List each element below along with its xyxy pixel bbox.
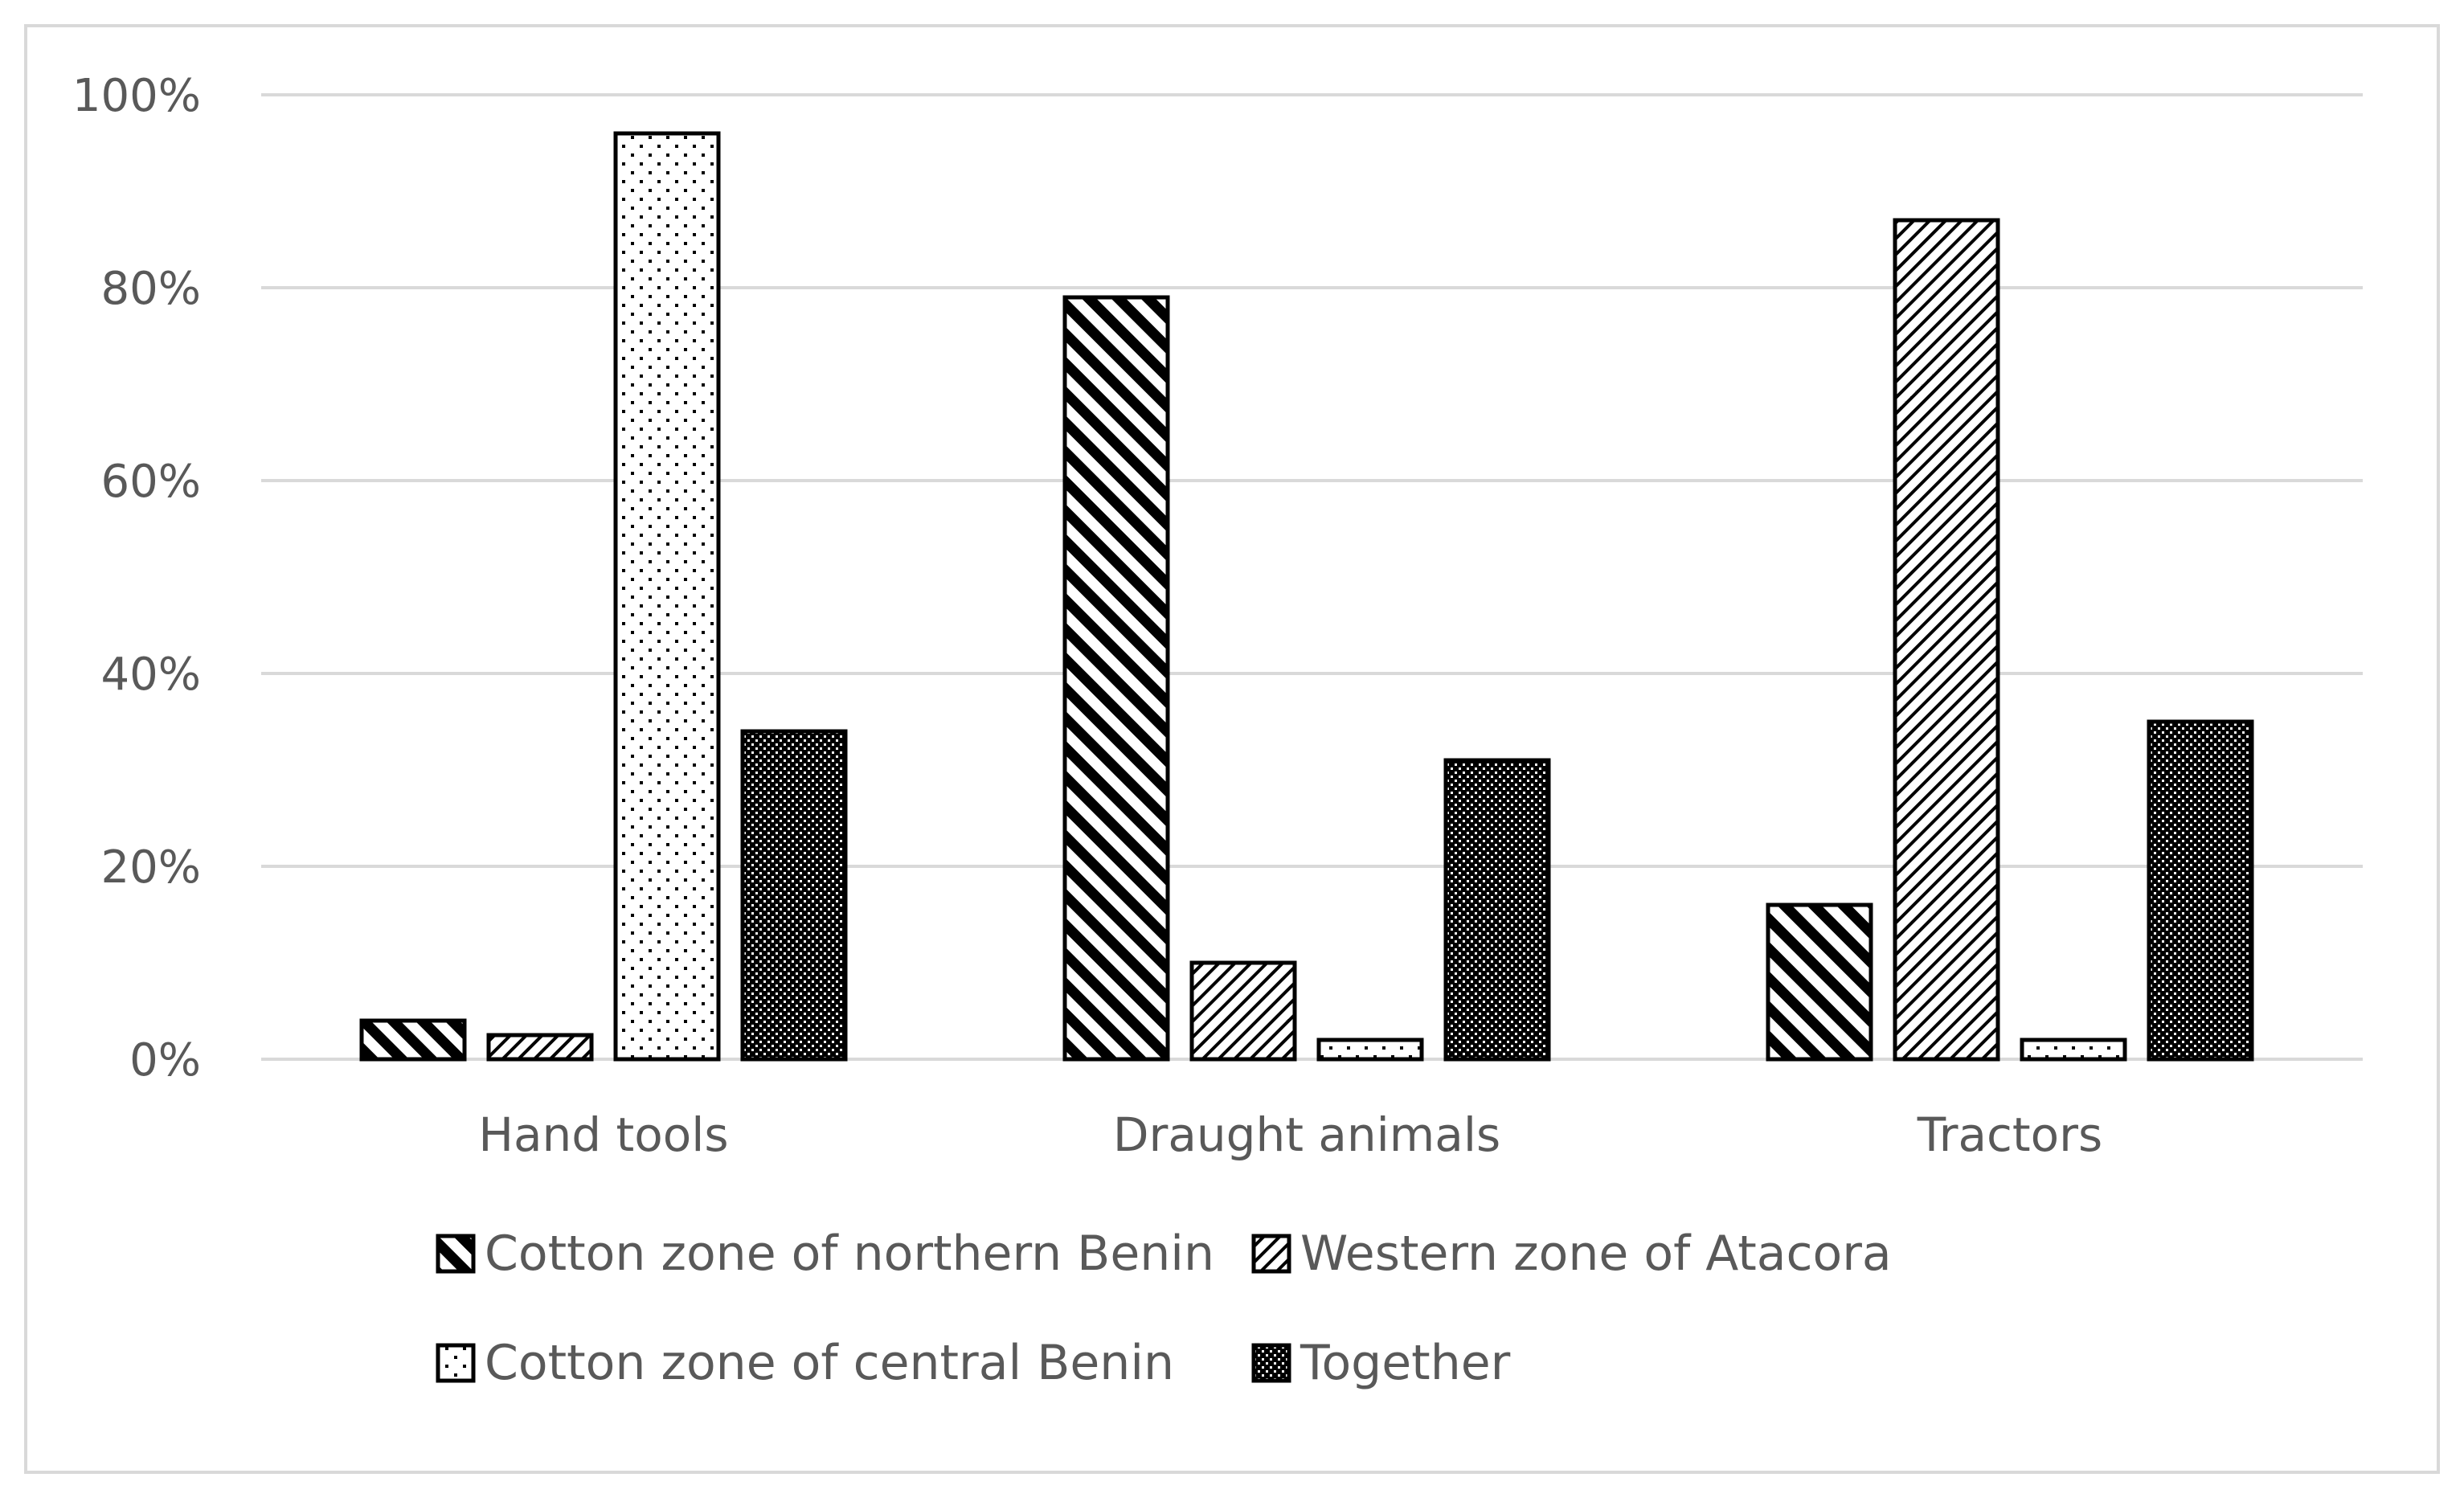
chart-frame: [24, 24, 2440, 1474]
legend-swatch: [436, 1343, 476, 1383]
legend-label: Cotton zone of northern Benin: [485, 1226, 1214, 1282]
bars: [359, 131, 2254, 1062]
bar-2-3: [2147, 719, 2254, 1062]
y-tick-label: 100%: [72, 70, 201, 122]
bar-2-1: [1893, 218, 2000, 1062]
x-category-label: Hand tools: [478, 1107, 728, 1162]
y-tick-label: 80%: [101, 263, 201, 315]
legend-label: Together: [1300, 1335, 1511, 1391]
bar-1-1: [1189, 960, 1297, 1062]
bar-0-3: [740, 729, 848, 1062]
legend-swatch: [1251, 1343, 1291, 1383]
bar-2-0: [1766, 902, 1873, 1062]
y-axis-ticks: 0% 20% 40% 60% 80% 100%: [72, 70, 201, 1087]
y-tick-label: 40%: [101, 649, 201, 701]
bar-2-2: [2020, 1038, 2127, 1062]
x-category-label: Draught animals: [1113, 1107, 1500, 1162]
bar-1-3: [1443, 758, 1551, 1062]
bar-0-2: [613, 131, 721, 1062]
legend-label: Cotton zone of central Benin: [485, 1335, 1174, 1391]
x-axis-categories: Hand tools Draught animals Tractors: [478, 1107, 2102, 1162]
bar-0-1: [486, 1033, 594, 1062]
y-tick-label: 20%: [101, 841, 201, 894]
y-tick-label: 60%: [101, 456, 201, 508]
legend-swatch: [436, 1234, 476, 1274]
gridlines: [261, 93, 2363, 1061]
bar-0-0: [359, 1018, 467, 1062]
legend-swatch: [1251, 1234, 1291, 1274]
bar-1-2: [1316, 1038, 1424, 1062]
legend-label: Western zone of Atacora: [1300, 1226, 1892, 1282]
legend: Cotton zone of northern Benin Western zon…: [436, 1226, 1892, 1391]
x-category-label: Tractors: [1917, 1107, 2102, 1162]
bar-1-0: [1062, 295, 1170, 1062]
y-tick-label: 0%: [129, 1034, 201, 1087]
